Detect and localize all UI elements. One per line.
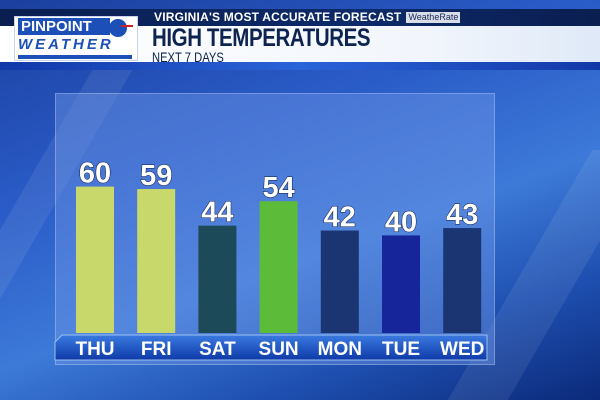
value-label: 59 (140, 160, 172, 192)
tagline: VIRGINIA'S MOST ACCURATE FORECAST (154, 10, 402, 24)
value-label: 43 (446, 199, 478, 231)
value-label: 60 (79, 158, 111, 190)
bar-fri (137, 189, 176, 333)
bar-wed (443, 228, 482, 333)
pinpoint-weather-logo: PINPOINT WEATHER (14, 16, 138, 61)
bar-thu (76, 186, 114, 333)
banner-underline (0, 62, 600, 70)
logo-text-weather: WEATHER (18, 36, 114, 53)
day-label: WED (440, 339, 484, 360)
radar-dot-icon (109, 19, 127, 37)
day-label: THU (75, 339, 114, 360)
logo-underline (18, 55, 132, 59)
page-subtitle: NEXT 7 DAYS (152, 49, 224, 65)
value-label: 44 (201, 197, 233, 229)
day-label: SAT (199, 339, 236, 360)
weatherate-badge: WeatheRate (406, 11, 461, 23)
day-label: MON (318, 339, 362, 360)
value-label: 54 (262, 172, 294, 204)
page-title: HIGH TEMPERATURES (152, 24, 371, 52)
value-label: 42 (324, 202, 356, 234)
day-label: FRI (141, 339, 172, 360)
bar-mon (320, 230, 359, 333)
day-label-strip (54, 334, 488, 361)
bar-tue (382, 235, 420, 333)
bar-sat (198, 225, 237, 333)
day-label: TUE (382, 339, 420, 360)
logo-text-pinpoint: PINPOINT (18, 18, 110, 35)
radar-needle-icon (121, 25, 133, 27)
value-label: 40 (385, 206, 417, 238)
bar-sun (259, 201, 298, 333)
day-label: SUN (259, 339, 299, 360)
tagline-row: VIRGINIA'S MOST ACCURATE FORECAST Weathe… (154, 10, 461, 24)
